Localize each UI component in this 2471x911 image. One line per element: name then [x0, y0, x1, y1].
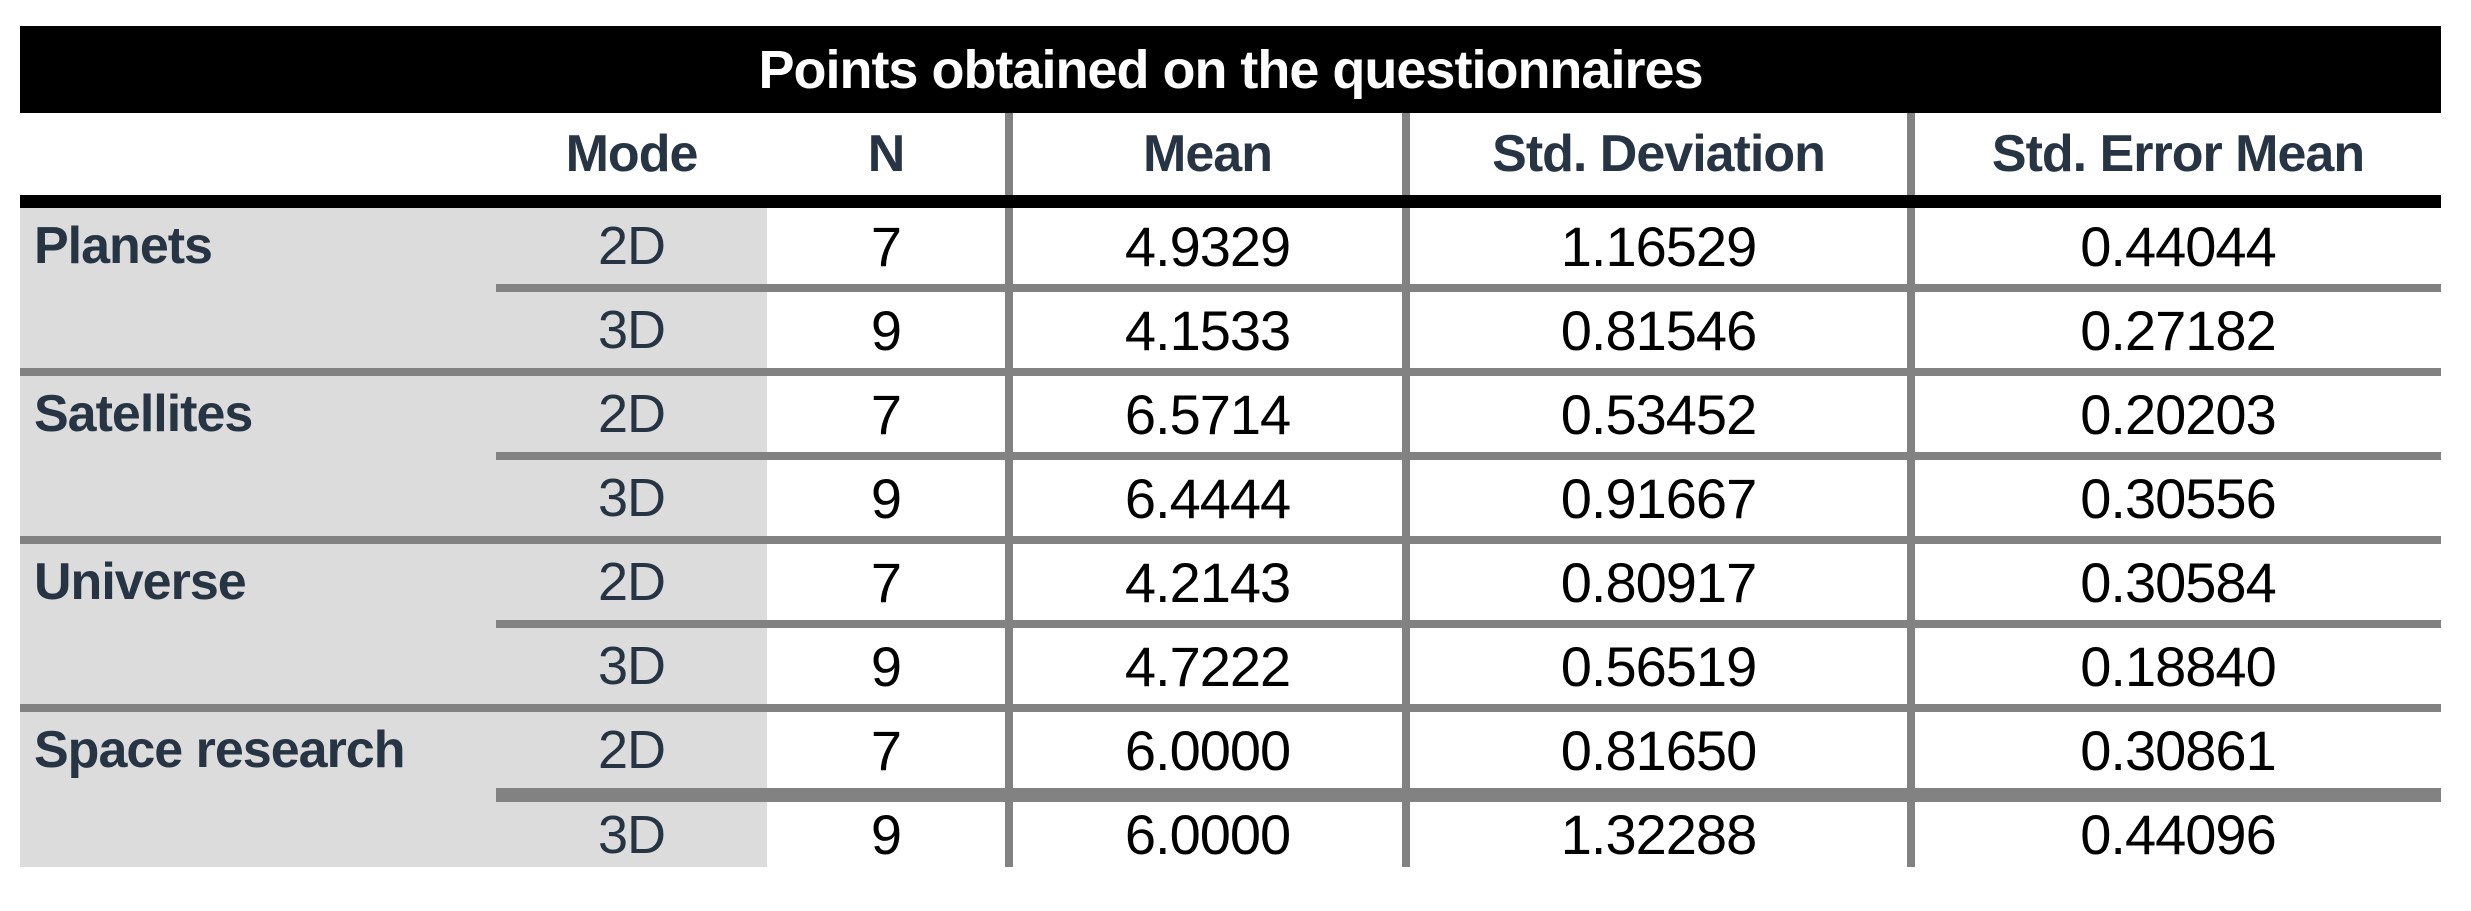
table-title: Points obtained on the questionnaires — [20, 26, 2441, 113]
mode-cell: 2D — [496, 544, 767, 620]
std-deviation-cell: 0.81650 — [1402, 712, 1907, 788]
n-cell: 9 — [767, 628, 1005, 704]
row-separator — [496, 620, 2441, 628]
mean-cell: 6.0000 — [1005, 712, 1402, 788]
std-error-mean-cell: 0.20203 — [1907, 376, 2441, 452]
std-error-mean-cell: 0.44044 — [1907, 208, 2441, 284]
category-label-space-research: Space research — [20, 712, 496, 867]
mean-cell: 4.9329 — [1005, 208, 1402, 284]
col-header-category — [20, 113, 496, 195]
mean-cell: 4.2143 — [1005, 544, 1402, 620]
mode-cell: 3D — [496, 292, 767, 368]
std-deviation-cell: 0.56519 — [1402, 628, 1907, 704]
n-cell: 7 — [767, 208, 1005, 284]
n-cell: 7 — [767, 376, 1005, 452]
mean-cell: 6.0000 — [1005, 802, 1402, 867]
category-label-satellites: Satellites — [20, 376, 496, 536]
n-cell: 9 — [767, 802, 1005, 867]
mode-cell: 3D — [496, 802, 767, 867]
row-separator — [496, 788, 2441, 802]
std-deviation-cell: 0.80917 — [1402, 544, 1907, 620]
n-cell: 7 — [767, 712, 1005, 788]
std-deviation-cell: 0.91667 — [1402, 460, 1907, 536]
header-divider — [20, 195, 2441, 208]
mean-cell: 4.1533 — [1005, 292, 1402, 368]
std-error-mean-cell: 0.44096 — [1907, 802, 2441, 867]
mode-cell: 2D — [496, 712, 767, 788]
mean-cell: 6.5714 — [1005, 376, 1402, 452]
std-deviation-cell: 1.16529 — [1402, 208, 1907, 284]
std-error-mean-cell: 0.30556 — [1907, 460, 2441, 536]
category-label-planets: Planets — [20, 208, 496, 368]
std-error-mean-cell: 0.30861 — [1907, 712, 2441, 788]
mode-cell: 3D — [496, 460, 767, 536]
col-header-std-error-mean: Std. Error Mean — [1907, 113, 2441, 195]
mode-cell: 3D — [496, 628, 767, 704]
std-error-mean-cell: 0.27182 — [1907, 292, 2441, 368]
col-header-mode: Mode — [496, 113, 767, 195]
mode-cell: 2D — [496, 208, 767, 284]
std-error-mean-cell: 0.18840 — [1907, 628, 2441, 704]
col-header-mean: Mean — [1005, 113, 1402, 195]
statistics-table: Points obtained on the questionnaires Mo… — [20, 26, 2441, 867]
group-separator — [20, 536, 2441, 544]
category-label-universe: Universe — [20, 544, 496, 704]
std-deviation-cell: 1.32288 — [1402, 802, 1907, 867]
mode-cell: 2D — [496, 376, 767, 452]
col-header-std-deviation: Std. Deviation — [1402, 113, 1907, 195]
row-separator — [496, 452, 2441, 460]
n-cell: 7 — [767, 544, 1005, 620]
n-cell: 9 — [767, 292, 1005, 368]
n-cell: 9 — [767, 460, 1005, 536]
std-error-mean-cell: 0.30584 — [1907, 544, 2441, 620]
mean-cell: 4.7222 — [1005, 628, 1402, 704]
col-header-n: N — [767, 113, 1005, 195]
row-separator — [496, 284, 2441, 292]
group-separator — [20, 368, 2441, 376]
std-deviation-cell: 0.81546 — [1402, 292, 1907, 368]
std-deviation-cell: 0.53452 — [1402, 376, 1907, 452]
group-separator — [20, 704, 2441, 712]
mean-cell: 6.4444 — [1005, 460, 1402, 536]
